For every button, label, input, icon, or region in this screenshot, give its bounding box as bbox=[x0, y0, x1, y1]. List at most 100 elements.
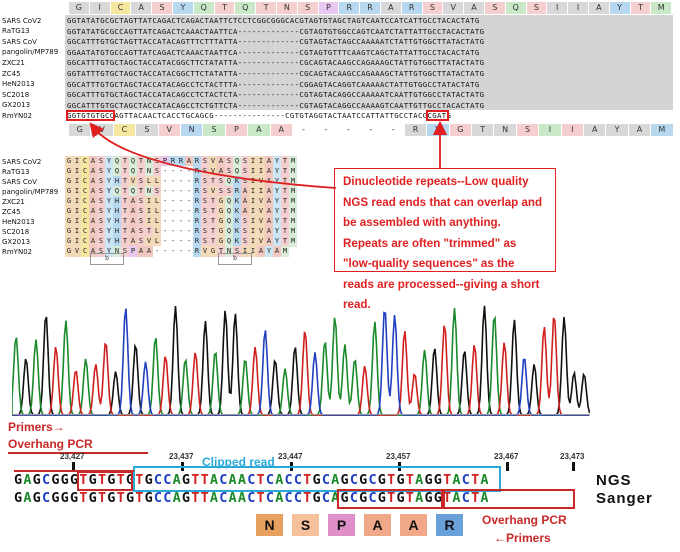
sequence-bases: GGAATATGTGCCAGTTATCAGACTCAAACTAATTCA----… bbox=[65, 46, 673, 58]
aa-header-cell: A bbox=[588, 2, 610, 14]
protein-sequence-name: GX2013 bbox=[2, 237, 31, 246]
protein-row: SARS CoV G I C A S Y H T V S L L - - - - R S T S Q K S I V A Y T M bbox=[2, 176, 297, 187]
protein-row: SC2018 G I C A S Y H T A S T L - - - - R S T G Q K S I V A Y T M bbox=[2, 226, 297, 237]
protein-sequence-name: RmYN02 bbox=[2, 247, 33, 256]
sequence-bases: GGTATATGCGCTAGTTATCAGACTCAGACTAATTCTCCTC… bbox=[65, 15, 673, 26]
protein-sequence-name: HeN2013 bbox=[2, 217, 35, 226]
aa-header-cell: G bbox=[69, 2, 90, 14]
sanger-chromatogram bbox=[12, 305, 590, 416]
aa-tile: N bbox=[256, 514, 283, 536]
aa-bottom-cell: R bbox=[404, 124, 428, 136]
aa-bottom-cell: C bbox=[113, 124, 137, 136]
sequence-name: ZC45 bbox=[2, 69, 21, 78]
pos-23447: 23,447 bbox=[278, 452, 303, 461]
trace-c bbox=[12, 308, 590, 416]
sanger-read-sequence: GAGCGGGTGTGTGTGCCAGTTACAACTCACCTGCAGCGCG… bbox=[14, 490, 490, 506]
alignment-row: pangolin/MP789 GGAATATGTGCCAGTTATCAGACTCA… bbox=[2, 46, 673, 58]
aa-header-cell: I bbox=[547, 2, 569, 14]
protein-sequence-name: ZXC21 bbox=[2, 197, 25, 206]
aa-bottom-cell: N bbox=[180, 124, 204, 136]
aa-header-cell: M bbox=[651, 2, 673, 14]
aa-header-cell: C bbox=[110, 2, 132, 14]
aa-header-cell: Q bbox=[505, 2, 527, 14]
aa-bottom-cell: S bbox=[516, 124, 540, 136]
aa-header-cell: N bbox=[276, 2, 298, 14]
ngs-primer-box bbox=[77, 471, 133, 491]
ngs-track-label: NGS bbox=[596, 472, 632, 489]
aa-bottom-cell: P bbox=[225, 124, 249, 136]
sequence-bases: GGCATTTGTGCTAGCTACCATACAGCCTCTACTTTA----… bbox=[65, 78, 673, 90]
aa-header-cell: S bbox=[297, 2, 319, 14]
sanger-box-2 bbox=[443, 489, 575, 509]
protein-alignment: SARS CoV2 G I C A S Y Q T Q T N S P R R A R S V A S Q S I I A Y T M Ra… bbox=[2, 154, 332, 272]
aa-bottom-cell: T bbox=[472, 124, 495, 136]
aa-bottom-cell: M bbox=[651, 124, 674, 136]
primers-right-label: ←Primers bbox=[494, 531, 551, 545]
protein-row: ZC45 G I C A S Y H T A S I L - - - - R S T G Q K A I V A Y T M bbox=[2, 206, 297, 217]
aa-bottom-cell: A bbox=[628, 124, 652, 136]
sequence-name: GX2013 bbox=[2, 101, 31, 110]
callout-arrows bbox=[89, 120, 448, 189]
pos-23467: 23,467 bbox=[494, 452, 519, 461]
aa-tile: R bbox=[436, 514, 463, 536]
protein-sequence-name: ZC45 bbox=[2, 207, 21, 216]
alignment-row: RaTG13 GGTATATGCGCCAGTTATCAGACTCAAACTAATT… bbox=[2, 25, 673, 37]
clipped-read-label: Clipped read bbox=[202, 455, 275, 469]
pos-23473: 23,473 bbox=[560, 452, 585, 461]
repeat-highlight-right bbox=[426, 110, 449, 121]
aa-header-cell: S bbox=[484, 2, 506, 14]
aa-header-cell: V bbox=[443, 2, 465, 14]
annotation-callout: Dinucleotide repeats--Low quality NGS re… bbox=[334, 168, 556, 311]
aa-bottom-cell: - bbox=[337, 124, 361, 136]
sequence-bases: GGTGTGTGCCAGTTACAACTCACCTGCAGCG---------… bbox=[65, 110, 673, 122]
aa-tile: A bbox=[364, 514, 391, 536]
aa-bottom-cell: V bbox=[158, 124, 181, 136]
aa-bottom-cell: N bbox=[494, 124, 517, 136]
aa-bottom-cell: I bbox=[539, 124, 562, 136]
sequence-bases: GGCATTTGTGCTAGCTACCATACGGCTTCTATATTA----… bbox=[65, 57, 673, 69]
aa-bottom-cell: - bbox=[315, 124, 338, 136]
aa-header-cell: T bbox=[630, 2, 652, 14]
aa-bottom-cell: I bbox=[561, 124, 584, 136]
protein-sequence-name: SARS CoV bbox=[2, 177, 37, 186]
protein-sequence-name: pangolin/MP789 bbox=[2, 187, 59, 196]
aa-header-cell: R bbox=[339, 2, 361, 14]
alignment-row: SARS CoV2 GGTATATGCGCTAGTTATCAGACTCAGACTA… bbox=[2, 15, 673, 26]
alignment-row: RmYN02 GGTGTGTGCCAGTTACAACTCACCTGCAGCG---… bbox=[2, 110, 673, 122]
alignment-row: SARS CoV GGCATTTGTGCTAGTTACCATACAGTTTCTTT… bbox=[2, 36, 673, 48]
protein-row: GX2013 G I C A S Y H T A S V L - - - - R S T G Q K S I V A Y T M bbox=[2, 236, 297, 247]
sequence-bases: GGCATTTGTGCTAGCTACCATACAGCCTCTACTCTA----… bbox=[65, 89, 673, 101]
aa-header-cell: Y bbox=[609, 2, 631, 14]
sequence-name: RmYN02 bbox=[2, 111, 33, 120]
alignment-row: ZC45 GGTATTTGTGCTAGCTACCATACGGCTTCTATATTA… bbox=[2, 68, 673, 79]
sanger-track-label: Sanger bbox=[596, 490, 653, 507]
aa-bottom-cell: A bbox=[248, 124, 271, 136]
aa-bottom-cell: A bbox=[270, 124, 293, 136]
aa-header-cell: P bbox=[318, 2, 340, 14]
aa-header-cell: A bbox=[131, 2, 153, 14]
protein-row: RaTG13 G I C A S Y Q T Q T N S - - - - R S V A S Q S I I A Y T M bbox=[2, 166, 297, 177]
pos-23437: 23,437 bbox=[169, 452, 194, 461]
aa-bottom-cell: S bbox=[136, 124, 159, 136]
red-bracket-left bbox=[8, 452, 148, 454]
aa-header-cell: R bbox=[401, 2, 423, 14]
protein-row: SARS CoV2 G I C A S Y Q T Q T N S P R R A R S V A S Q S I I A Y T M bbox=[2, 156, 297, 167]
aa-header-cell: T bbox=[256, 2, 277, 14]
sequence-name: HeN2013 bbox=[2, 80, 35, 89]
sequence-name: SARS CoV bbox=[2, 37, 37, 46]
aa-bottom-cell: A bbox=[583, 124, 607, 136]
aa-header-cell: A bbox=[464, 2, 485, 14]
aa-header-cell: R bbox=[360, 2, 381, 14]
aa-header-cell: S bbox=[422, 2, 444, 14]
